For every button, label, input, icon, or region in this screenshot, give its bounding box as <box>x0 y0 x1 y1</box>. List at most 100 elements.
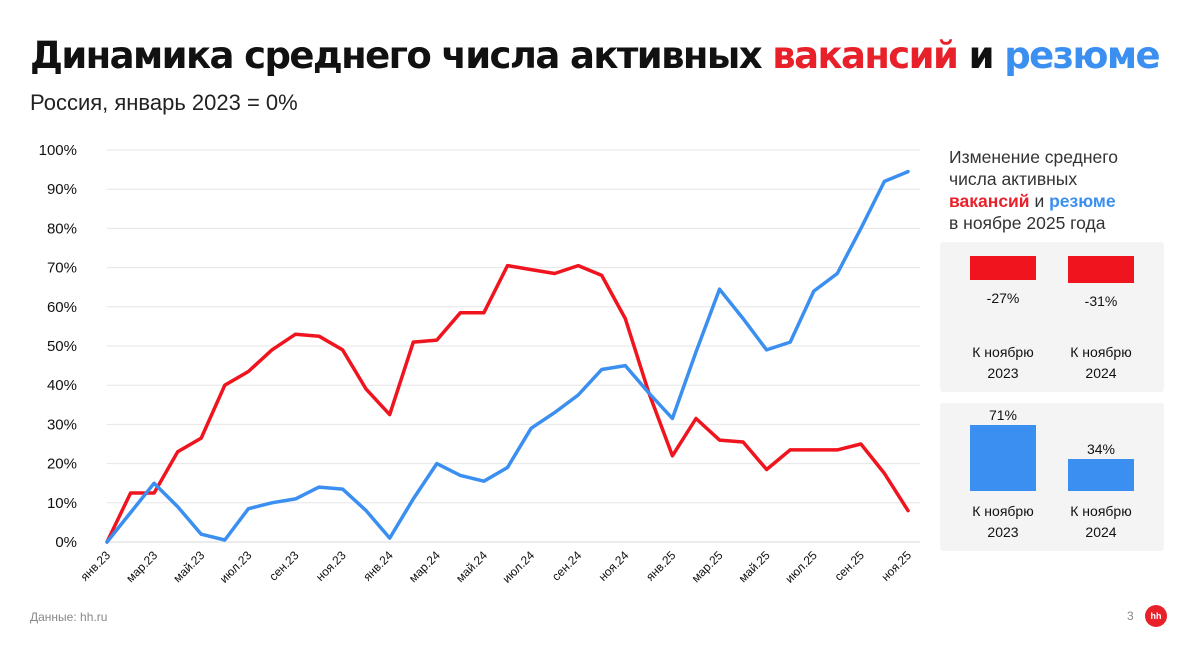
data-point-resumes <box>765 348 768 352</box>
data-point-vacancies <box>200 436 203 440</box>
data-point-vacancies <box>836 448 839 452</box>
vacancies-change-caption: К ноябрю 2023 <box>958 342 1048 384</box>
caption-year: 2023 <box>987 524 1019 540</box>
data-point-resumes <box>529 427 533 430</box>
data-point-resumes <box>482 480 486 483</box>
panel-heading-line2: числа активных <box>949 169 1078 189</box>
resumes-change-value: 34% <box>1086 441 1116 458</box>
x-tick-label: янв.23 <box>78 548 114 584</box>
data-point-resumes <box>671 417 674 420</box>
data-point-vacancies <box>129 491 132 495</box>
resumes-change-caption: К ноябрю 2023 <box>958 501 1048 543</box>
data-point-vacancies <box>883 472 886 475</box>
data-point-resumes <box>624 364 627 367</box>
data-point-vacancies <box>247 370 250 373</box>
data-point-resumes <box>647 391 651 395</box>
data-point-vacancies <box>459 311 462 314</box>
data-point-resumes <box>459 474 462 477</box>
data-point-vacancies <box>600 274 603 277</box>
data-point-vacancies <box>506 264 509 267</box>
panel-heading-resumes: резюме <box>1049 191 1116 211</box>
data-point-vacancies <box>388 413 391 416</box>
data-point-vacancies <box>412 340 415 344</box>
data-point-vacancies <box>906 509 910 512</box>
data-point-resumes <box>341 487 344 491</box>
x-tick-label: сен.23 <box>266 548 302 584</box>
y-tick-label: 70% <box>47 260 77 277</box>
data-point-vacancies <box>694 417 698 420</box>
data-point-vacancies <box>577 264 580 267</box>
resumes-change-box: 71% К ноябрю 2023 34% К ноябрю 2024 <box>940 403 1164 551</box>
data-point-vacancies <box>341 348 344 352</box>
data-point-vacancies <box>671 454 674 457</box>
x-tick-label: янв.25 <box>643 548 679 584</box>
data-point-vacancies <box>223 384 226 387</box>
data-point-resumes <box>388 536 391 540</box>
series-line-resumes <box>105 169 910 544</box>
y-tick-label: 100% <box>39 142 77 159</box>
source-note: Данные: hh.ru <box>30 610 108 624</box>
data-point-vacancies <box>553 272 556 275</box>
data-point-resumes <box>435 462 438 465</box>
data-point-resumes <box>506 466 509 469</box>
data-point-vacancies <box>435 338 438 342</box>
panel-heading-line3: вакансий и резюме <box>949 190 1189 212</box>
data-point-resumes <box>317 485 321 489</box>
data-point-resumes <box>176 505 179 508</box>
data-point-vacancies <box>482 311 486 314</box>
data-point-resumes <box>294 497 297 501</box>
x-tick-label: мар.25 <box>689 548 726 585</box>
data-point-vacancies <box>859 442 863 446</box>
caption-line: К ноябрю <box>972 344 1034 360</box>
x-tick-label: июл.24 <box>500 548 538 586</box>
data-point-resumes <box>412 497 415 501</box>
x-tick-label: сен.25 <box>832 548 868 584</box>
data-point-vacancies <box>529 268 533 271</box>
data-point-resumes <box>270 501 274 504</box>
x-tick-label: ноя.24 <box>596 548 632 584</box>
title-text-1: Динамика среднего числа активных <box>30 34 773 77</box>
panel-heading-line1: Изменение среднего <box>949 147 1118 167</box>
data-point-resumes <box>859 227 863 230</box>
data-point-vacancies <box>176 450 179 453</box>
x-tick-label: июл.23 <box>217 548 255 586</box>
page-subtitle: Россия, январь 2023 = 0% <box>30 90 298 115</box>
resumes-change-caption: К ноябрю 2024 <box>1056 501 1146 543</box>
data-point-resumes <box>247 507 250 510</box>
data-point-vacancies <box>152 491 156 495</box>
y-tick-label: 60% <box>47 299 77 316</box>
x-tick-label: янв.24 <box>360 548 396 584</box>
data-point-resumes <box>200 533 203 536</box>
data-point-vacancies <box>812 448 815 452</box>
data-point-resumes <box>105 540 109 544</box>
data-point-vacancies <box>317 335 321 338</box>
x-tick-label: ноя.23 <box>313 548 349 584</box>
y-tick-label: 40% <box>47 377 77 394</box>
caption-line: К ноябрю <box>972 503 1034 519</box>
x-tick-label: май.25 <box>736 548 773 585</box>
data-point-resumes <box>836 272 839 275</box>
data-point-resumes <box>152 482 156 485</box>
vacancies-change-bar <box>1068 256 1134 284</box>
data-point-resumes <box>694 350 698 354</box>
data-point-resumes <box>718 288 721 291</box>
data-point-vacancies <box>624 317 627 320</box>
vacancies-change-bar <box>970 256 1036 280</box>
data-point-resumes <box>600 368 603 371</box>
data-point-vacancies <box>364 387 368 391</box>
panel-heading: Изменение среднего числа активных ваканс… <box>949 146 1189 234</box>
x-tick-label: мар.23 <box>123 548 160 585</box>
title-text-2: и <box>957 34 1005 77</box>
caption-line: К ноябрю <box>1070 344 1132 360</box>
data-point-resumes <box>741 317 745 320</box>
y-tick-label: 80% <box>47 220 77 237</box>
title-resumes-word: резюме <box>1004 34 1160 77</box>
caption-year: 2023 <box>987 365 1019 381</box>
vacancies-change-box: -27% К ноябрю 2023 -31% К ноябрю 2024 <box>940 242 1164 392</box>
data-point-vacancies <box>789 448 792 452</box>
data-point-vacancies <box>718 438 721 442</box>
resumes-change-bar <box>1068 459 1134 491</box>
data-point-vacancies <box>270 348 274 352</box>
data-point-vacancies <box>741 440 745 444</box>
panel-heading-and: и <box>1029 191 1050 211</box>
